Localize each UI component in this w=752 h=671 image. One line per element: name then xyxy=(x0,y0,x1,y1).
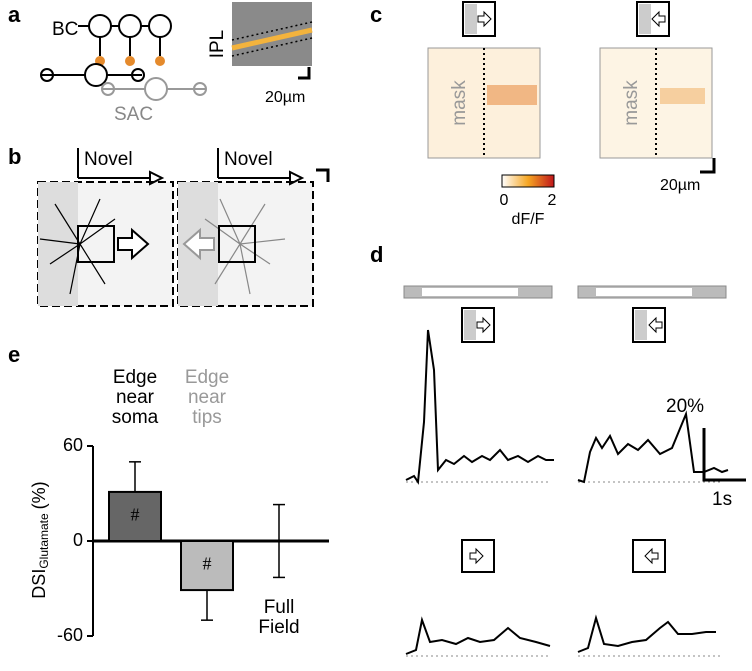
label: BC xyxy=(52,19,78,40)
colorbar-title: dF/F xyxy=(512,211,545,228)
y-tick-label: -60 xyxy=(57,625,83,645)
category-label: Edge near soma xyxy=(112,367,159,428)
category-label-line: soma xyxy=(112,407,159,428)
ipl-border xyxy=(231,21,313,57)
label: mask xyxy=(621,80,642,126)
label: 20µm xyxy=(265,89,305,106)
bar xyxy=(108,490,162,542)
circuit-diagram xyxy=(40,14,207,101)
y-tick-label: 60 xyxy=(63,435,83,455)
category-label-line: near xyxy=(188,387,227,408)
bar-annotation: # xyxy=(203,554,212,574)
mask-images xyxy=(427,1,716,188)
category-label-line: tips xyxy=(192,407,222,428)
category-label-line: Edge xyxy=(185,367,229,388)
label: 20µm xyxy=(660,177,700,194)
y-tick-label: 0 xyxy=(73,530,83,550)
scale-bar xyxy=(298,67,311,80)
panel-letter: e xyxy=(8,342,20,367)
category-label-line: Full xyxy=(264,597,295,618)
label: Novel xyxy=(84,149,133,170)
category-label: Full Field xyxy=(258,597,299,638)
y-axis-label-main: DSI xyxy=(29,569,49,599)
category-label-line: Edge xyxy=(113,367,157,388)
category-label-line: near xyxy=(116,387,155,408)
label: Novel xyxy=(224,149,273,170)
trace-panels xyxy=(403,285,746,657)
panel-letter: a xyxy=(8,2,21,27)
colorbar-label: 0 xyxy=(500,192,509,209)
panel-letter: b xyxy=(8,144,21,169)
y-axis-label: DSIGlutamate (%) xyxy=(29,481,51,598)
label: 1s xyxy=(712,489,732,510)
category-label-line: Field xyxy=(258,617,299,638)
label: 20% xyxy=(666,396,704,417)
label: IPL xyxy=(207,30,228,59)
colorbar-label: 2 xyxy=(548,192,557,209)
label: SAC xyxy=(114,104,153,125)
ipl-band xyxy=(231,27,313,51)
category-label: Edge near tips xyxy=(185,367,229,428)
panel-letter: d xyxy=(370,242,383,267)
bar-annotation: # xyxy=(131,505,140,525)
y-axis-label-sub: Glutamate xyxy=(37,513,51,569)
stimulus-diagram xyxy=(37,148,330,307)
label: mask xyxy=(449,80,470,126)
y-axis-label-unit: (%) xyxy=(29,481,49,509)
panel-letter: c xyxy=(370,2,382,27)
